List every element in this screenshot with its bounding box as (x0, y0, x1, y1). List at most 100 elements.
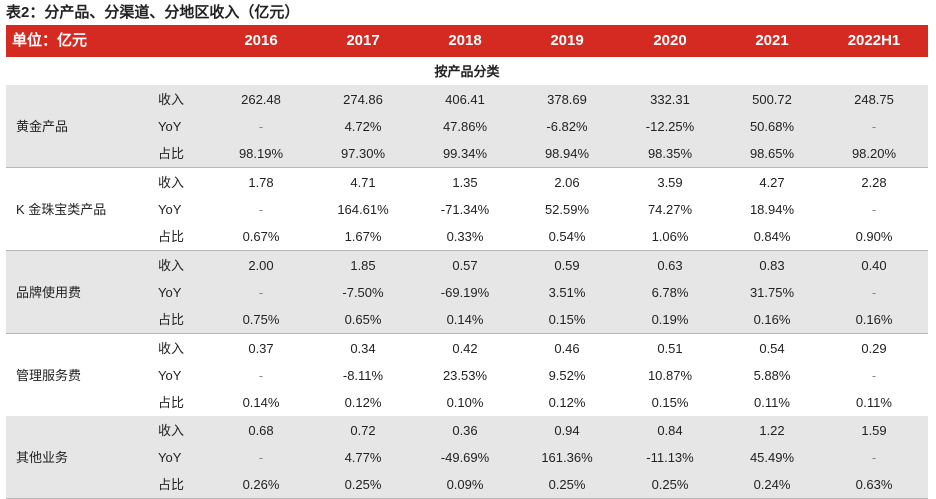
table-cell: 0.14% (446, 312, 484, 327)
year-header: 2019 (550, 32, 584, 49)
metric-label: 占比 (158, 229, 185, 244)
group-name: 管理服务费 (16, 368, 82, 383)
table-cell: 1.85 (350, 258, 376, 273)
year-header: 2020 (653, 32, 687, 49)
table-row: 收入 2.00 1.85 0.57 0.59 0.63 0.83 0.40 (6, 252, 928, 279)
table-cell: 5.88% (753, 368, 791, 383)
table-cell: 2.06 (554, 175, 580, 190)
table-cell: 98.94% (544, 146, 590, 161)
table-row: YoY - 164.61% -71.34% 52.59% 74.27% 18.94% - (6, 196, 928, 223)
table-cell: 500.72 (752, 92, 792, 107)
table-cell: 0.42 (452, 341, 478, 356)
table-row: 收入 262.48 274.86 406.41 378.69 332.31 500.72 24… (6, 86, 928, 113)
year-header: 2016 (244, 32, 278, 49)
table-cell: 0.84% (753, 229, 791, 244)
table-cell: 45.49% (749, 450, 795, 465)
table-cell: 74.27% (647, 202, 693, 217)
metric-label: YoY (158, 368, 182, 383)
table-cell: 0.15% (548, 312, 586, 327)
table-cell: -69.19% (440, 285, 490, 300)
table-cell: 0.25% (344, 477, 382, 492)
table-cell: 1.06% (651, 229, 689, 244)
table-cell: -7.50% (342, 285, 384, 300)
table-cell: - (258, 285, 264, 300)
table-cell: 274.86 (343, 92, 383, 107)
table-row: 占比 0.75% 0.65% 0.14% 0.15% 0.19% 0.16% 0.16% (6, 306, 928, 333)
table-cell: -8.11% (342, 368, 384, 383)
table-cell: -49.69% (440, 450, 490, 465)
metric-label: 收入 (158, 175, 185, 190)
table-row: 收入 0.68 0.72 0.36 0.94 0.84 1.22 1.59 (6, 417, 928, 444)
metric-label: 占比 (158, 395, 185, 410)
table-cell: 4.27 (759, 175, 785, 190)
table-cell: 0.24% (753, 477, 791, 492)
group-name: K 金珠宝类产品 (16, 202, 107, 217)
table-cell: 23.53% (442, 368, 488, 383)
table-cell: - (258, 368, 264, 383)
group-name: 品牌使用费 (16, 285, 82, 300)
table-cell: 0.25% (548, 477, 586, 492)
table-cell: 31.75% (749, 285, 795, 300)
table-cell: -71.34% (440, 202, 490, 217)
table-cell: 0.83 (759, 258, 785, 273)
table-cell: 98.65% (749, 146, 795, 161)
table-cell: 0.14% (242, 395, 280, 410)
table-cell: 0.11% (754, 395, 790, 410)
table-cell: 2.00 (248, 258, 274, 273)
table-cell: 378.69 (547, 92, 587, 107)
table-cell: 98.35% (647, 146, 693, 161)
table-row: YoY - 4.77% -49.69% 161.36% -11.13% 45.49% - (6, 444, 928, 471)
table-cell: 1.35 (452, 175, 478, 190)
table-cell: 10.87% (647, 368, 693, 383)
table-row: 占比 0.26% 0.25% 0.09% 0.25% 0.25% 0.24% 0.63% (6, 471, 928, 498)
table-header: 单位：亿元 2016 2017 2018 2019 2020 2021 2022… (6, 25, 928, 57)
table-cell: 0.25% (651, 477, 689, 492)
table-group: 管理服务费 收入 0.37 0.34 0.42 0.46 0.51 0.54 0.29 YoY - -… (6, 334, 928, 417)
table-cell: 0.72 (350, 423, 376, 438)
table-cell: 1.78 (248, 175, 274, 190)
table-cell: 9.52% (548, 368, 586, 383)
table-cell: 0.51 (657, 341, 683, 356)
year-header: 2018 (448, 32, 482, 49)
table-cell: 262.48 (241, 92, 281, 107)
table-row: 收入 0.37 0.34 0.42 0.46 0.51 0.54 0.29 (6, 335, 928, 362)
table-cell: 6.78% (651, 285, 689, 300)
table-cell: 0.75% (242, 312, 280, 327)
row-divider (6, 167, 928, 168)
table-cell: 0.54% (548, 229, 586, 244)
group-name: 黄金产品 (16, 119, 69, 134)
table-row: YoY - -7.50% -69.19% 3.51% 6.78% 31.75% - (6, 279, 928, 306)
table-cell: 0.29 (861, 341, 887, 356)
metric-label: 收入 (158, 423, 185, 438)
table-cell: 0.09% (446, 477, 484, 492)
metric-label: 占比 (158, 477, 185, 492)
table-cell: 161.36% (541, 450, 593, 465)
table-cell: - (258, 119, 264, 134)
table-cell: 99.34% (442, 146, 488, 161)
table-cell: 4.72% (344, 119, 382, 134)
table-cell: 2.28 (861, 175, 887, 190)
metric-label: YoY (158, 202, 182, 217)
table-cell: 0.54 (759, 341, 785, 356)
table-cell: 0.68 (248, 423, 274, 438)
table-cell: - (871, 119, 877, 134)
table-cell: 0.90% (855, 229, 893, 244)
metric-label: YoY (158, 450, 182, 465)
year-header: 2021 (755, 32, 789, 49)
table-title: 表2：分产品、分渠道、分地区收入（亿元） (6, 4, 300, 21)
table-cell: 1.59 (861, 423, 887, 438)
table-cell: 0.46 (554, 341, 580, 356)
table-group: 其他业务 收入 0.68 0.72 0.36 0.94 0.84 1.22 1.59 YoY - 4.… (6, 416, 928, 499)
table-cell: 0.34 (350, 341, 376, 356)
table-cell: 0.26% (242, 477, 280, 492)
metric-label: 占比 (158, 146, 185, 161)
table-cell: 0.59 (554, 258, 580, 273)
table-cell: 248.75 (854, 92, 894, 107)
table-cell: 0.63% (855, 477, 893, 492)
table-cell: - (871, 450, 877, 465)
table-cell: 1.67% (344, 229, 382, 244)
table-row: 占比 0.67% 1.67% 0.33% 0.54% 1.06% 0.84% 0.90% (6, 223, 928, 250)
table-cell: 0.16% (855, 312, 893, 327)
table-cell: 0.12% (344, 395, 382, 410)
table-cell: 0.57 (452, 258, 478, 273)
